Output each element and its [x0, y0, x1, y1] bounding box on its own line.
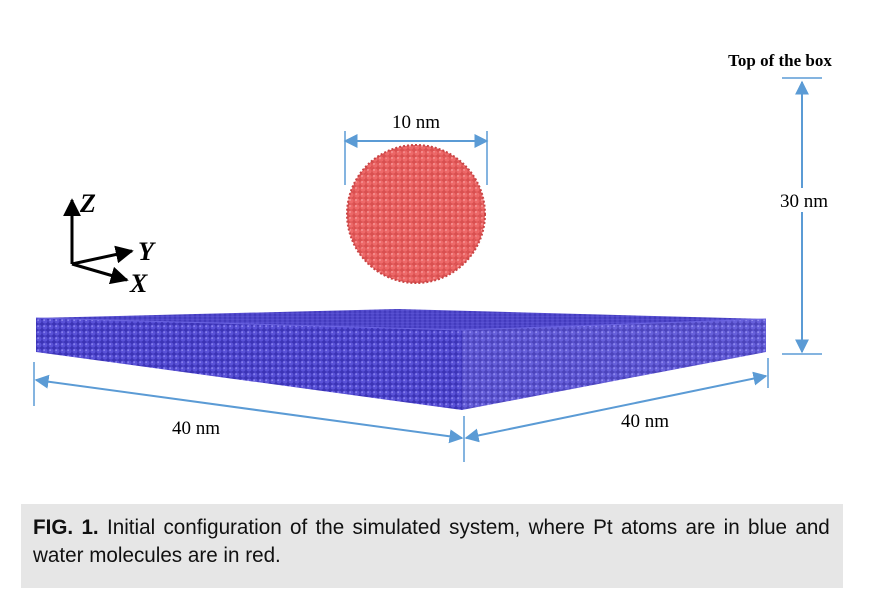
caption-text: Initial configuration of the simulated s…: [33, 515, 830, 567]
coordinate-axes: Z Y X: [63, 189, 156, 298]
figure-number: FIG. 1.: [33, 515, 99, 539]
figure-caption: FIG. 1. Initial configuration of the sim…: [33, 513, 830, 569]
left-width-arrow: [34, 374, 464, 444]
axis-x-label: X: [129, 269, 148, 298]
right-width-arrow: [464, 371, 768, 443]
height-label: 30 nm: [780, 191, 828, 212]
right-width-label: 40 nm: [621, 411, 669, 432]
axis-z-label: Z: [79, 189, 96, 218]
left-width-label: 40 nm: [172, 418, 220, 439]
droplet-width-label: 10 nm: [392, 112, 440, 133]
caption-box: FIG. 1. Initial configuration of the sim…: [21, 504, 843, 588]
top-of-box-label: Top of the box: [728, 51, 832, 70]
figure-illustration: Top of the box 30 nm 10 nm Z Y X 40 nm 4…: [33, 51, 832, 462]
pt-slab-right-face: [462, 319, 766, 410]
water-droplet: [346, 144, 486, 284]
pt-slab-top: [36, 309, 766, 330]
axis-y-label: Y: [138, 237, 156, 266]
pt-slab-left-face: [36, 318, 462, 410]
